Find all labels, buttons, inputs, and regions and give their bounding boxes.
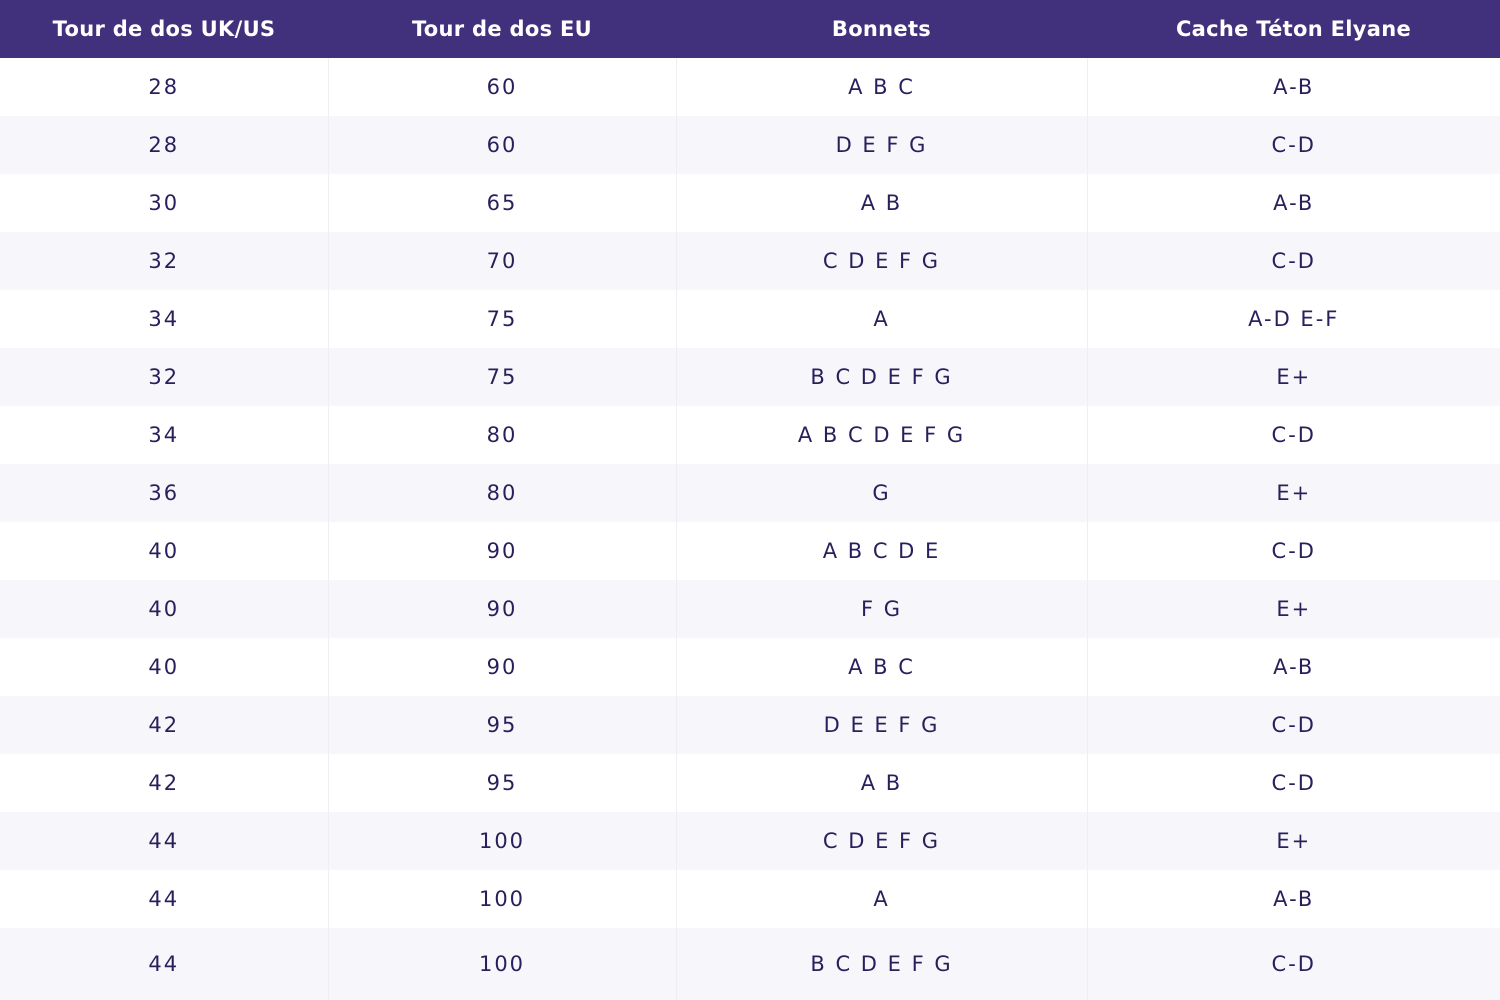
cell-back-size-uk-us: 34 (148, 423, 180, 447)
cell-back-size-uk-us: 40 (148, 539, 180, 563)
cell-cups: F G (675, 580, 1087, 638)
table-row: 40 90 A B C A-B (0, 638, 1500, 696)
table-row: 44 100 B C D E F G C-D (0, 928, 1500, 1000)
cell-nipple-cover: C-D (1086, 406, 1500, 464)
cell-cups: A B C (675, 638, 1087, 696)
cell-cups: A B C (675, 58, 1087, 116)
cell-cups: A B C D E F G (675, 406, 1087, 464)
table-row: 42 95 A B C-D (0, 754, 1500, 812)
cell-back-size-eu: 75 (327, 290, 676, 348)
cell-nipple-cover: A-B (1086, 870, 1500, 928)
table-row: 34 80 A B C D E F G C-D (0, 406, 1500, 464)
cell-cups: G (675, 464, 1087, 522)
cell-cups: A (675, 290, 1087, 348)
cell-back-size-uk-us: 32 (148, 249, 180, 273)
cell-back-size-eu: 100 (327, 812, 676, 870)
table-row: 44 100 C D E F G E+ (0, 812, 1500, 870)
table-row: 40 90 A B C D E C-D (0, 522, 1500, 580)
cell-back-size-uk-us: 44 (148, 887, 180, 911)
cell-cups: C D E F G (675, 812, 1087, 870)
table-row: 28 60 D E F G C-D (0, 116, 1500, 174)
cell-back-size-eu: 60 (327, 116, 676, 174)
cell-nipple-cover: C-D (1086, 696, 1500, 754)
cell-back-size-uk-us: 42 (148, 771, 180, 795)
table-row: 30 65 A B A-B (0, 174, 1500, 232)
table-row: 36 80 G E+ (0, 464, 1500, 522)
header-back-size-uk-us: Tour de dos UK/US (52, 17, 276, 41)
table-row: 32 70 C D E F G C-D (0, 232, 1500, 290)
cell-nipple-cover: C-D (1086, 232, 1500, 290)
cell-back-size-uk-us: 36 (148, 481, 180, 505)
cell-cups: B C D E F G (675, 928, 1087, 1000)
cell-back-size-eu: 90 (327, 522, 676, 580)
cell-cups: A (675, 870, 1087, 928)
cell-nipple-cover: C-D (1086, 928, 1500, 1000)
cell-back-size-eu: 100 (327, 928, 676, 1000)
cell-nipple-cover: C-D (1086, 522, 1500, 580)
cell-back-size-eu: 95 (327, 754, 676, 812)
table-row: 32 75 B C D E F G E+ (0, 348, 1500, 406)
cell-back-size-eu: 65 (327, 174, 676, 232)
cell-cups: B C D E F G (675, 348, 1087, 406)
cell-back-size-eu: 95 (327, 696, 676, 754)
table-header: Tour de dos UK/US Tour de dos EU Bonnets… (0, 0, 1500, 58)
header-back-size-eu: Tour de dos EU (411, 17, 593, 41)
cell-back-size-uk-us: 28 (148, 75, 180, 99)
cell-nipple-cover: E+ (1086, 348, 1500, 406)
cell-cups: D E E F G (675, 696, 1087, 754)
cell-back-size-uk-us: 44 (148, 829, 180, 853)
cell-back-size-eu: 60 (327, 58, 676, 116)
header-row: Tour de dos UK/US Tour de dos EU Bonnets… (0, 0, 1500, 58)
table-row: 40 90 F G E+ (0, 580, 1500, 638)
cell-back-size-uk-us: 42 (148, 713, 180, 737)
table-row: 44 100 A A-B (0, 870, 1500, 928)
cell-nipple-cover: A-B (1086, 638, 1500, 696)
table-row: 42 95 D E E F G C-D (0, 696, 1500, 754)
table-body: 28 60 A B C A-B 28 60 D E F G C-D 30 65 A B A-B 32 70… (0, 58, 1500, 1000)
cell-back-size-eu: 100 (327, 870, 676, 928)
cell-nipple-cover: E+ (1086, 464, 1500, 522)
cell-nipple-cover: E+ (1086, 580, 1500, 638)
cell-cups: D E F G (675, 116, 1087, 174)
cell-nipple-cover: E+ (1086, 812, 1500, 870)
table-row: 28 60 A B C A-B (0, 58, 1500, 116)
cell-nipple-cover: C-D (1086, 116, 1500, 174)
cell-cups: A B C D E (675, 522, 1087, 580)
table-row: 34 75 A A-D E-F (0, 290, 1500, 348)
cell-back-size-eu: 70 (327, 232, 676, 290)
cell-back-size-eu: 75 (327, 348, 676, 406)
cell-cups: A B (675, 754, 1087, 812)
cell-back-size-uk-us: 40 (148, 655, 180, 679)
cell-nipple-cover: A-B (1086, 58, 1500, 116)
header-cups: Bonnets (831, 17, 932, 41)
cell-back-size-eu: 80 (327, 464, 676, 522)
cell-back-size-uk-us: 30 (148, 191, 180, 215)
cell-back-size-uk-us: 44 (148, 952, 180, 976)
cell-back-size-uk-us: 34 (148, 307, 180, 331)
cell-back-size-eu: 90 (327, 638, 676, 696)
cell-nipple-cover: A-B (1086, 174, 1500, 232)
cell-back-size-eu: 90 (327, 580, 676, 638)
cell-back-size-uk-us: 28 (148, 133, 180, 157)
cell-back-size-eu: 80 (327, 406, 676, 464)
cell-cups: C D E F G (675, 232, 1087, 290)
header-nipple-cover: Cache Téton Elyane (1175, 17, 1412, 41)
cell-nipple-cover: C-D (1086, 754, 1500, 812)
cell-cups: A B (675, 174, 1087, 232)
cell-back-size-uk-us: 32 (148, 365, 180, 389)
cell-back-size-uk-us: 40 (148, 597, 180, 621)
cell-nipple-cover: A-D E-F (1086, 290, 1500, 348)
